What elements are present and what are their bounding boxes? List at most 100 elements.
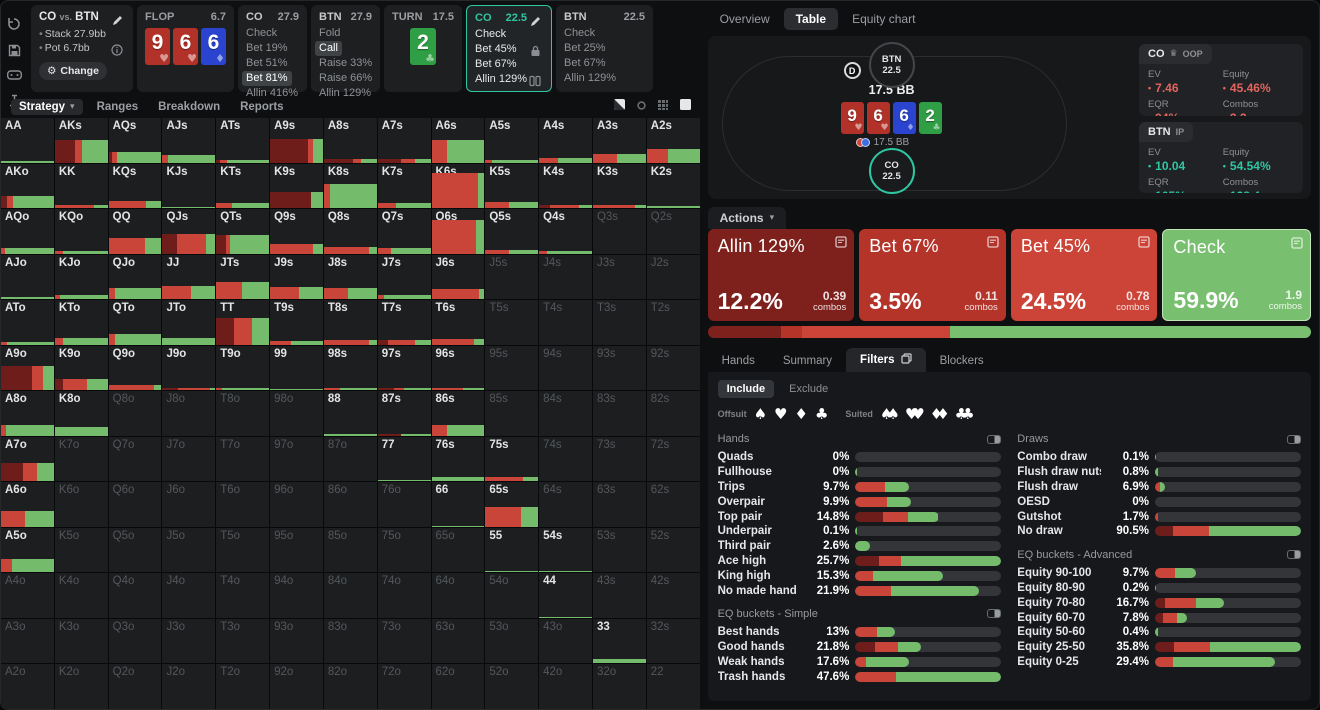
matrix-cell-AJo[interactable]: AJo (1, 254, 54, 300)
matrix-cell-54s[interactable]: 54s (539, 527, 592, 573)
node-action[interactable]: Bet 81% (242, 71, 292, 86)
matrix-cell-KQs[interactable]: KQs (108, 163, 162, 209)
matrix-cell-QQ[interactable]: QQ (108, 209, 162, 254)
matrix-cell-QJs[interactable]: QJs (162, 209, 216, 254)
matrix-cell-32s[interactable]: 32s (646, 618, 700, 664)
offsuit-h-icon[interactable]: ♥ (774, 405, 788, 423)
exclude-button[interactable]: Exclude (789, 383, 829, 395)
lock-icon[interactable] (530, 44, 541, 62)
matrix-cell-K3o[interactable]: K3o (54, 618, 108, 664)
matrix-cell-87o[interactable]: 87o (323, 436, 377, 482)
filter-row-best-hands[interactable]: Best hands 13% (718, 625, 1002, 640)
matrix-cell-74o[interactable]: 74o (377, 573, 431, 618)
action-card-check[interactable]: Check 59.9% 1.9 combos (1162, 229, 1312, 321)
matrix-cell-AA[interactable]: AA (1, 118, 54, 163)
matrix-cell-54o[interactable]: 54o (485, 573, 539, 618)
matrix-cell-AKs[interactable]: AKs (54, 118, 108, 163)
matrix-cell-76s[interactable]: 76s (431, 436, 485, 482)
matrix-cell-A2s[interactable]: A2s (646, 118, 700, 163)
matrix-cell-K5o[interactable]: K5o (54, 527, 108, 573)
filter-row-weak-hands[interactable]: Weak hands 17.6% (718, 655, 1002, 670)
matrix-cell-J5s[interactable]: J5s (485, 254, 539, 300)
matrix-cell-J2o[interactable]: J2o (162, 664, 216, 709)
matrix-cell-Q4s[interactable]: Q4s (539, 209, 592, 254)
matrix-cell-84o[interactable]: 84o (323, 573, 377, 618)
matrix-cell-QTo[interactable]: QTo (108, 300, 162, 345)
matrix-cell-T8o[interactable]: T8o (216, 391, 270, 436)
matrix-cell-T2s[interactable]: T2s (646, 300, 700, 345)
matrix-cell-Q5s[interactable]: Q5s (485, 209, 539, 254)
suited-c-icon[interactable]: ♣ ♣ (954, 405, 975, 423)
actions-dropdown[interactable]: Actions ▾ (707, 207, 787, 229)
matrix-cell-K7o[interactable]: K7o (54, 436, 108, 482)
matrix-cell-43o[interactable]: 43o (539, 618, 592, 664)
matrix-cell-Q9o[interactable]: Q9o (108, 345, 162, 391)
matrix-cell-97o[interactable]: 97o (270, 436, 323, 482)
matrix-cell-A4o[interactable]: A4o (1, 573, 54, 618)
change-button[interactable]: ⚙ Change (39, 62, 107, 80)
matrix-cell-32o[interactable]: 32o (592, 664, 646, 709)
matrix-cell-64o[interactable]: 64o (431, 573, 485, 618)
matrix-cell-A9s[interactable]: A9s (270, 118, 323, 163)
matrix-cell-A9o[interactable]: A9o (1, 345, 54, 391)
matrix-cell-J7s[interactable]: J7s (377, 254, 431, 300)
matrix-cell-66[interactable]: 66 (431, 482, 485, 527)
matrix-cell-J4o[interactable]: J4o (162, 573, 216, 618)
filter-row-underpair[interactable]: Underpair 0.1% (718, 524, 1002, 539)
filter-row-overpair[interactable]: Overpair 9.9% (718, 494, 1002, 509)
matrix-cell-A3o[interactable]: A3o (1, 618, 54, 664)
matrix-cell-62o[interactable]: 62o (431, 664, 485, 709)
expand-icon[interactable] (835, 235, 847, 253)
matrix-cell-T4s[interactable]: T4s (539, 300, 592, 345)
reset-icon[interactable] (7, 17, 21, 31)
matrix-cell-55[interactable]: 55 (485, 527, 539, 573)
grid-icon[interactable] (657, 98, 669, 116)
filter-row-equity-90-100[interactable]: Equity 90-100 9.7% (1017, 566, 1301, 581)
matrix-cell-A5o[interactable]: A5o (1, 527, 54, 573)
matrix-cell-T3o[interactable]: T3o (216, 618, 270, 664)
seat-co[interactable]: CO 22.5 (868, 148, 915, 194)
node-action[interactable]: Raise 66% (319, 72, 373, 84)
matrix-cell-ATs[interactable]: ATs (216, 118, 270, 163)
matrix-cell-Q8s[interactable]: Q8s (323, 209, 377, 254)
matrix-cell-K5s[interactable]: K5s (485, 163, 539, 209)
action-card-allin-129-[interactable]: Allin 129% 12.2% 0.39 combos (707, 229, 855, 321)
seat-btn[interactable]: BTN 22.5 (868, 42, 915, 88)
matrix-cell-93s[interactable]: 93s (592, 345, 646, 391)
matrix-cell-KTo[interactable]: KTo (54, 300, 108, 345)
matrix-cell-Q5o[interactable]: Q5o (108, 527, 162, 573)
matrix-cell-A6o[interactable]: A6o (1, 482, 54, 527)
matrix-cell-AKo[interactable]: AKo (1, 163, 54, 209)
filter-row-good-hands[interactable]: Good hands 21.8% (718, 640, 1002, 655)
matrix-cell-J3s[interactable]: J3s (592, 254, 646, 300)
node-action[interactable]: Fold (319, 27, 341, 39)
matrix-cell-94o[interactable]: 94o (270, 573, 323, 618)
matrix-cell-82o[interactable]: 82o (323, 664, 377, 709)
matrix-cell-77[interactable]: 77 (377, 436, 431, 482)
matrix-cell-52s[interactable]: 52s (646, 527, 700, 573)
filter-row-oesd[interactable]: OESD 0% (1017, 494, 1301, 509)
filter-row-trips[interactable]: Trips 9.7% (718, 480, 1002, 495)
matrix-cell-73o[interactable]: 73o (377, 618, 431, 664)
matrix-cell-86o[interactable]: 86o (323, 482, 377, 527)
matrix-cell-T9s[interactable]: T9s (270, 300, 323, 345)
filter-row-no-draw[interactable]: No draw 90.5% (1017, 524, 1301, 539)
node-btn-279[interactable]: BTN 27.9 Fold Call Raise 33% Raise 66% Allin… (311, 5, 380, 99)
matrix-cell-75o[interactable]: 75o (377, 527, 431, 573)
node-action[interactable]: Allin 129% (319, 87, 371, 99)
matrix-cell-QJo[interactable]: QJo (108, 254, 162, 300)
matrix-cell-76o[interactable]: 76o (377, 482, 431, 527)
matrix-cell-T5o[interactable]: T5o (216, 527, 270, 573)
matrix-cell-95o[interactable]: 95o (270, 527, 323, 573)
matrix-cell-22[interactable]: 22 (646, 664, 700, 709)
matrix-cell-95s[interactable]: 95s (485, 345, 539, 391)
matrix-cell-J2s[interactable]: J2s (646, 254, 700, 300)
matrix-cell-K8o[interactable]: K8o (54, 391, 108, 436)
matrix-cell-KTs[interactable]: KTs (216, 163, 270, 209)
matrix-cell-T2o[interactable]: T2o (216, 664, 270, 709)
filter-row-equity-60-70[interactable]: Equity 60-70 7.8% (1017, 610, 1301, 625)
matrix-cell-ATo[interactable]: ATo (1, 300, 54, 345)
matrix-cell-J4s[interactable]: J4s (539, 254, 592, 300)
matrix-cell-92o[interactable]: 92o (270, 664, 323, 709)
tab-equity-chart[interactable]: Equity chart (852, 12, 916, 26)
